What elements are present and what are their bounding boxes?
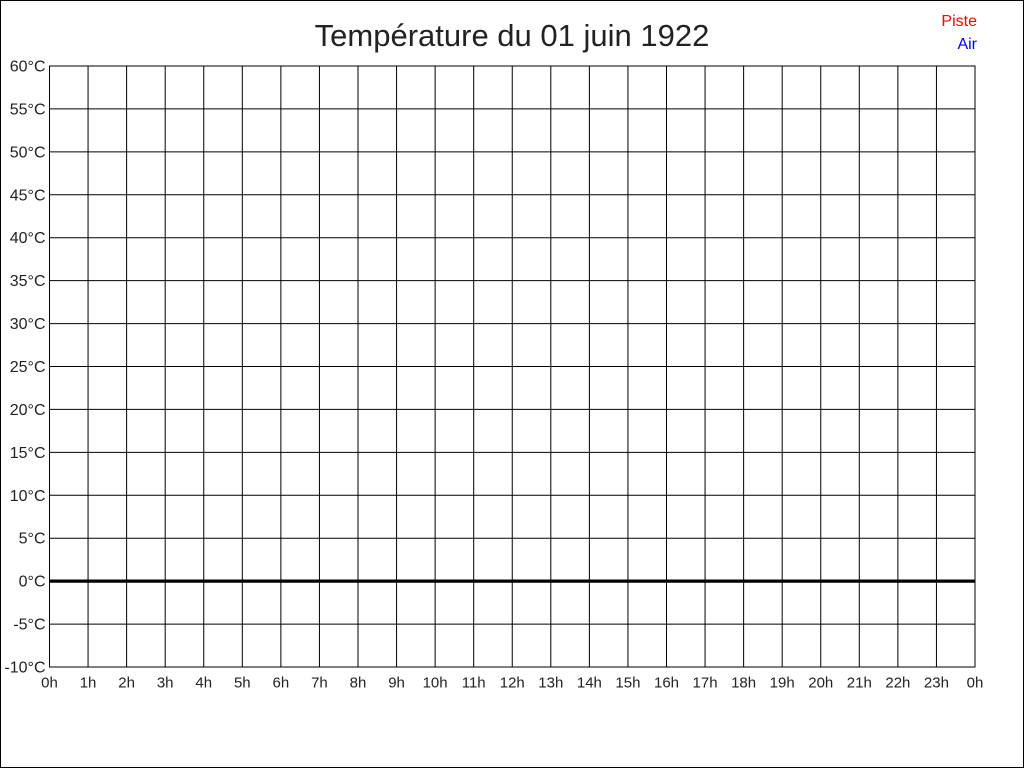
svg-text:0°C: 0°C	[19, 574, 46, 591]
svg-text:-5°C: -5°C	[13, 617, 45, 634]
svg-text:9h: 9h	[388, 675, 405, 692]
svg-text:10h: 10h	[423, 675, 448, 692]
svg-text:12h: 12h	[500, 675, 525, 692]
svg-text:1h: 1h	[80, 675, 97, 692]
svg-text:0h: 0h	[41, 675, 58, 692]
svg-text:16h: 16h	[654, 675, 679, 692]
svg-text:22h: 22h	[885, 675, 910, 692]
svg-text:60°C: 60°C	[10, 59, 46, 76]
svg-text:18h: 18h	[731, 675, 756, 692]
svg-text:20h: 20h	[808, 675, 833, 692]
svg-text:10°C: 10°C	[10, 488, 46, 505]
svg-text:7h: 7h	[311, 675, 328, 692]
svg-text:40°C: 40°C	[10, 230, 46, 247]
svg-text:3h: 3h	[157, 675, 174, 692]
svg-text:19h: 19h	[770, 675, 795, 692]
svg-text:15h: 15h	[615, 675, 640, 692]
svg-text:11h: 11h	[462, 675, 486, 692]
svg-text:21h: 21h	[847, 675, 872, 692]
svg-text:30°C: 30°C	[10, 316, 46, 333]
svg-text:45°C: 45°C	[10, 187, 46, 204]
svg-text:-10°C: -10°C	[4, 660, 45, 677]
svg-text:5°C: 5°C	[19, 531, 46, 548]
svg-text:25°C: 25°C	[10, 359, 46, 376]
svg-text:15°C: 15°C	[10, 445, 46, 462]
svg-text:17h: 17h	[693, 675, 718, 692]
svg-text:55°C: 55°C	[10, 101, 46, 118]
svg-text:35°C: 35°C	[10, 273, 46, 290]
svg-text:6h: 6h	[273, 675, 290, 692]
svg-text:4h: 4h	[195, 675, 212, 692]
svg-text:0h: 0h	[967, 675, 984, 692]
svg-text:13h: 13h	[538, 675, 563, 692]
svg-text:14h: 14h	[577, 675, 602, 692]
svg-text:2h: 2h	[118, 675, 135, 692]
svg-text:20°C: 20°C	[10, 402, 46, 419]
svg-text:5h: 5h	[234, 675, 251, 692]
svg-text:23h: 23h	[924, 675, 949, 692]
svg-text:8h: 8h	[350, 675, 367, 692]
svg-text:50°C: 50°C	[10, 144, 46, 161]
